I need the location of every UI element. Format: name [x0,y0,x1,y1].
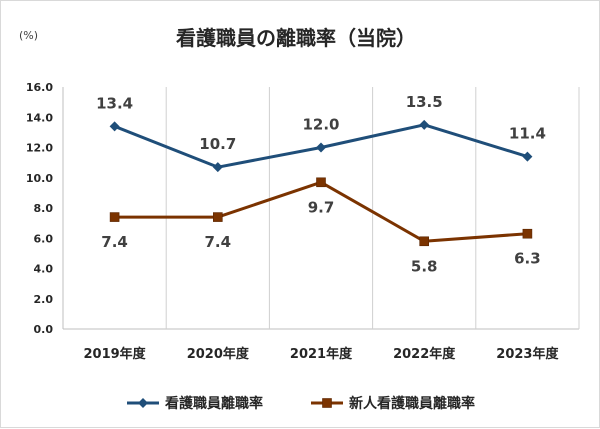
data-label: 7.4 [205,233,232,251]
data-point-square [213,212,223,222]
y-tick-label: 12.0 [26,142,53,155]
x-tick-label: 2022年度 [393,346,456,362]
series-1: 13.4 10.7 12.0 13.5 11.4 [96,93,546,173]
data-point-square [316,177,326,188]
data-point-square [322,398,332,408]
data-label: 6.3 [514,250,541,268]
data-label: 7.4 [101,233,128,251]
y-tick-label: 14.0 [26,111,53,124]
data-label: 13.5 [406,93,443,111]
data-label: 10.7 [199,135,236,153]
y-tick-label: 10.0 [26,172,53,185]
data-point-square [109,212,120,222]
y-tick-label: 0.0 [34,323,54,336]
y-tick-label: 2.0 [34,293,54,306]
y-tick-label: 8.0 [34,202,54,215]
legend-label: 新人看護職員離職率 [349,395,475,412]
series-2: 7.4 7.4 9.7 5.8 6.3 [101,177,541,275]
data-point-diamond [138,398,148,408]
legend-item: 新人看護職員離職率 [311,395,475,412]
y-tick-label: 4.0 [34,263,54,276]
data-label: 12.0 [302,116,339,134]
y-axis-unit: (%) [19,29,38,42]
data-label: 11.4 [509,125,546,143]
data-point-diamond [316,142,326,153]
data-point-diamond [419,119,430,130]
legend-label: 看護職員離職率 [164,395,263,412]
y-tick-label: 16.0 [26,81,53,94]
data-label: 13.4 [96,94,133,112]
data-point-square [522,228,533,239]
plot-area: 0.0 2.0 4.0 6.0 8.0 10.0 12.0 14.0 16.0 2019年度 202… [26,81,580,362]
x-tick-label: 2023年度 [496,346,559,362]
data-point-square [419,236,430,247]
y-tick-label: 6.0 [34,232,54,245]
chart-title: 看護職員の離職率（当院） [176,26,416,50]
data-point-diamond [109,121,120,132]
legend: 看護職員離職率 新人看護職員離職率 [127,395,475,412]
x-tick-label: 2021年度 [290,346,353,362]
data-point-diamond [212,162,223,173]
x-tick-label: 2019年度 [84,346,147,362]
legend-item: 看護職員離職率 [127,395,263,412]
data-point-diamond [522,151,533,162]
data-label: 9.7 [308,198,335,216]
x-tick-label: 2020年度 [187,346,250,362]
data-label: 5.8 [411,257,438,275]
